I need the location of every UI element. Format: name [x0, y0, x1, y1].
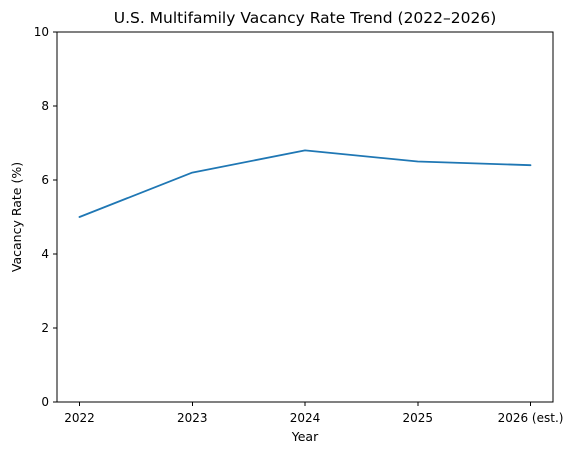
x-tick-label: 2022 [64, 411, 95, 425]
y-tick-label: 8 [41, 99, 49, 113]
y-tick-label: 2 [41, 321, 49, 335]
x-tick-label: 2025 [402, 411, 433, 425]
chart-title: U.S. Multifamily Vacancy Rate Trend (202… [114, 9, 497, 27]
plot-frame [56, 31, 554, 403]
y-axis-label: Vacancy Rate (%) [9, 162, 24, 272]
x-axis-label: Year [291, 429, 319, 444]
x-tick-label: 2024 [290, 411, 321, 425]
vacancy-rate-line [78, 149, 532, 218]
x-tick-label: 2026 (est.) [498, 411, 564, 425]
y-tick-label: 4 [41, 247, 49, 261]
x-tick-label: 2023 [177, 411, 208, 425]
y-tick-label: 6 [41, 173, 49, 187]
plot-area [56, 31, 554, 403]
x-axis-ticks: 2022 2023 2024 2025 2026 (est.) [64, 402, 563, 425]
y-tick-label: 10 [34, 25, 49, 39]
y-tick-label: 0 [41, 395, 49, 409]
y-axis-ticks: 0 2 4 6 8 10 [34, 25, 57, 409]
